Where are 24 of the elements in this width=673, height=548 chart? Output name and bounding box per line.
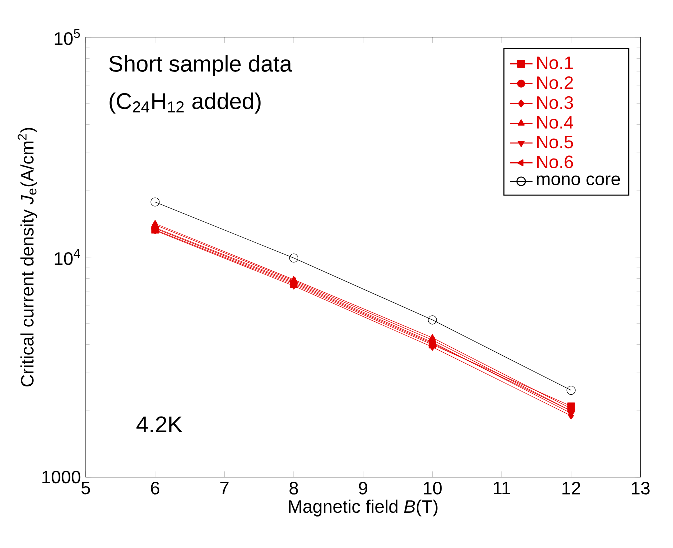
- annotation: (C$_{24}$H$_{12}$ added): [110, 92, 261, 114]
- y-tick-label: 10$^{4}$: [54, 249, 80, 266]
- x-tick-label: 11: [494, 482, 510, 494]
- legend-label: No.2: [537, 76, 574, 90]
- legend-label: mono core: [537, 176, 620, 186]
- legend-label: No.3: [537, 96, 574, 110]
- x-tick-label: 13: [632, 482, 650, 495]
- legend-label: No.1: [537, 56, 574, 70]
- x-tick-label: 5: [82, 482, 90, 495]
- x-tick-label: 6: [151, 482, 160, 495]
- annotation: 4.2K: [136, 416, 183, 432]
- annotation: Short sample data: [109, 55, 292, 76]
- legend-label: No.6: [537, 156, 574, 169]
- legend-label: No.5: [537, 136, 574, 149]
- x-tick-label: 7: [220, 482, 229, 494]
- y-tick-label: 10$^{5}$: [54, 29, 80, 46]
- x-tick-label: 8: [290, 482, 298, 495]
- legend-label: No.4: [537, 116, 574, 129]
- y-axis-title: Critical current density J$_{e}$(A/cm$^{2}$): [18, 128, 38, 387]
- x-tick-label: 9: [359, 482, 368, 495]
- x-axis-title: Magnetic field B(T): [289, 500, 438, 517]
- y-tick-label: 1000: [42, 470, 81, 484]
- x-tick-label: 10: [424, 482, 442, 495]
- x-tick-label: 12: [562, 482, 580, 495]
